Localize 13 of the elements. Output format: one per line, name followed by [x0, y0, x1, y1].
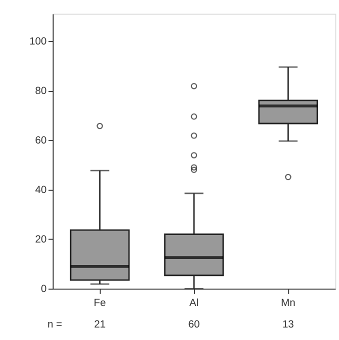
y-tick-label: 100 [29, 36, 47, 48]
text: 60 [188, 319, 200, 330]
x-tick-label: Al [189, 298, 199, 310]
x-tick-label: Mn [280, 298, 296, 310]
y-tick-label: 60 [35, 135, 47, 146]
y-tick-label: 20 [35, 234, 47, 246]
text: 13 [282, 319, 294, 330]
x-tick-label: Fe [94, 298, 106, 310]
text: 21 [94, 319, 106, 330]
y-tick-label: 0 [40, 284, 47, 296]
y-tick-label: 40 [35, 184, 47, 196]
y-tick-label: 80 [35, 86, 47, 97]
text: n = [47, 319, 62, 330]
